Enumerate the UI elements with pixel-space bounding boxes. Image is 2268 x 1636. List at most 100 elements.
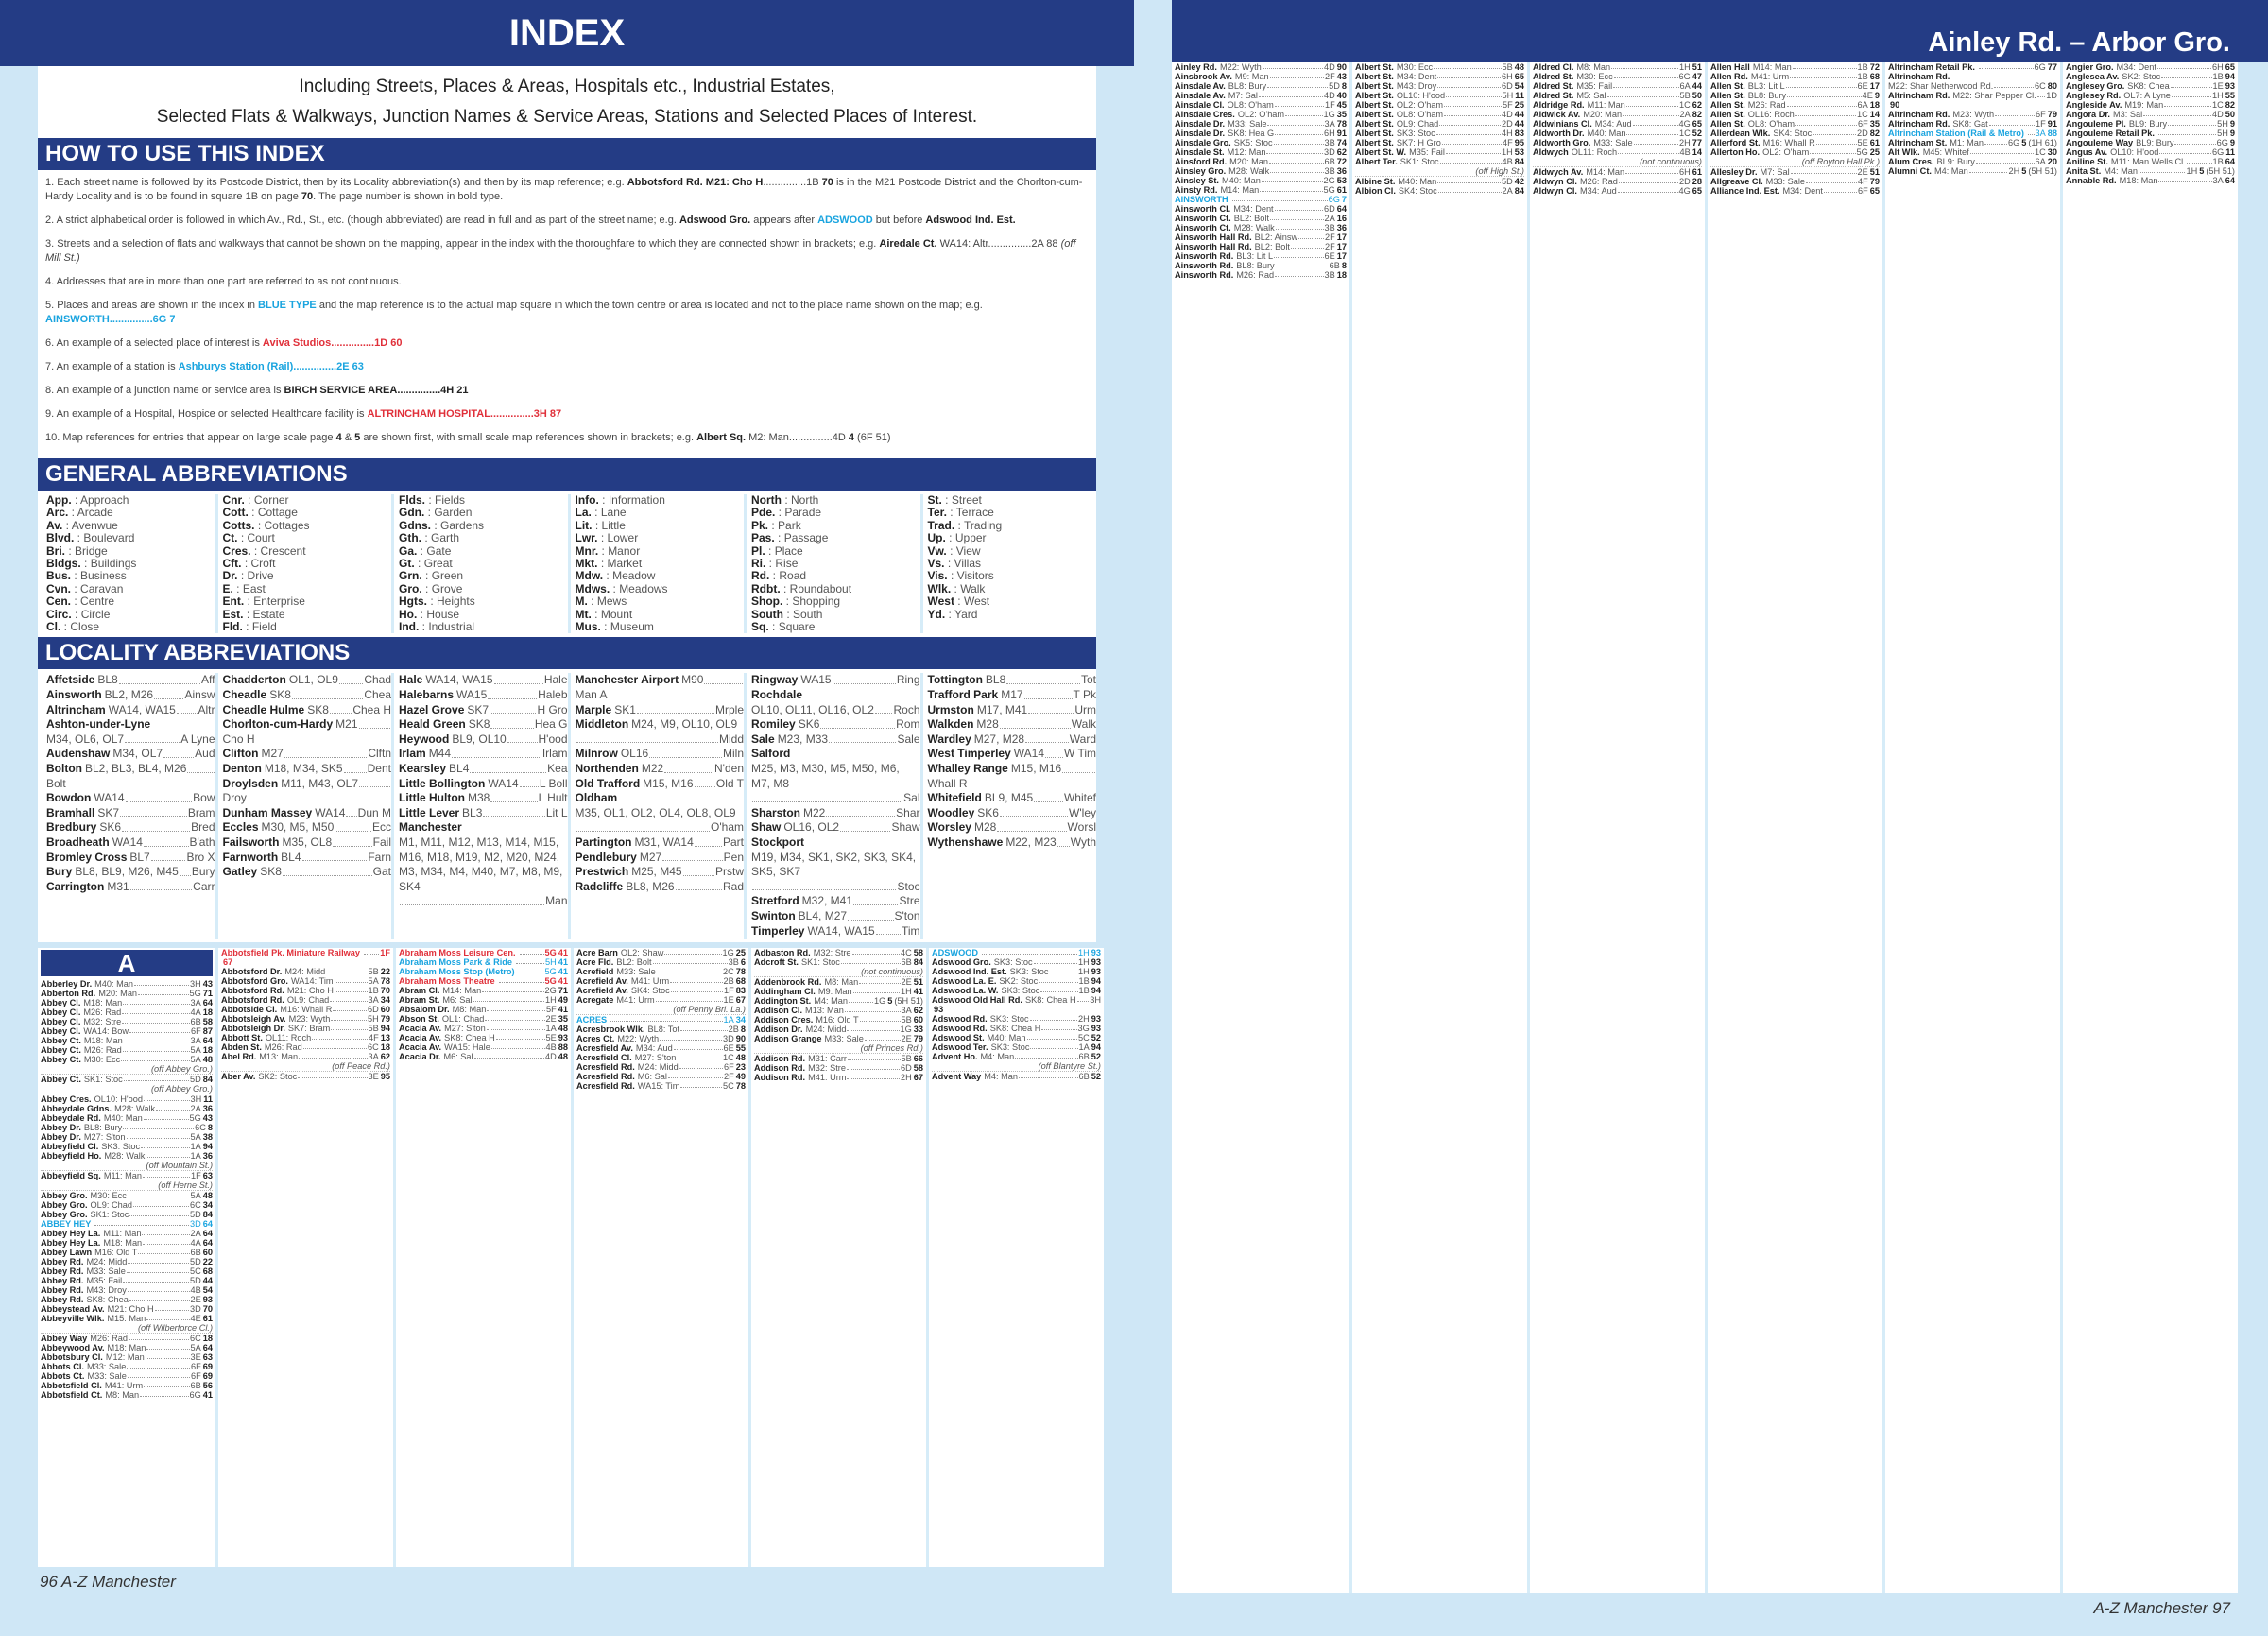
district-locality: SK1: Stoc [90, 1210, 129, 1220]
abbreviation-meaning: Manor [608, 543, 641, 558]
street-name: Allerton Ho. [1710, 147, 1761, 157]
index-note: (off Mountain St.) [41, 1161, 213, 1172]
district-locality: M26: Rad [90, 1334, 129, 1344]
page-number: 58 [202, 1017, 213, 1027]
leader-dots [1262, 62, 1324, 69]
district-locality: M16: Whall R [1762, 138, 1815, 147]
leader-dots [1260, 185, 1323, 192]
page-number: 82 [1692, 110, 1702, 119]
street-name: Altrincham Rd. [1888, 119, 1950, 129]
leader-dots [329, 703, 352, 715]
grid-square: 6G [2216, 138, 2228, 147]
abbreviation: Mt. [575, 607, 592, 621]
index-entry: Angouleme Way BL9: Bury 6G 9 [2066, 138, 2235, 147]
street-name: Abbott St. [221, 1033, 263, 1043]
street-name: Adswood La. W. [932, 986, 999, 996]
locality-entry: Ainsworth BL2, M26 Ainsw [46, 688, 215, 703]
abbreviation: Gdn. [399, 506, 425, 520]
district-locality: M5: Sal [1576, 91, 1606, 100]
page-number: 44 [202, 1276, 213, 1286]
leader-dots [343, 762, 367, 773]
leader-dots [333, 835, 372, 847]
abbreviation: Up. [927, 531, 946, 545]
index-entry: Allen Hall M14: Man 1B 72 [1710, 62, 1880, 72]
page-number: 94 [1091, 986, 1101, 996]
street-name: Abbeyville Wlk. [41, 1314, 105, 1324]
page-number: 71 [202, 989, 213, 999]
locality-postcodes: M90 [681, 673, 704, 687]
page-number: 84 [913, 957, 923, 968]
street-name: Altrincham Rd. [1888, 110, 1950, 119]
street-name: Anglesey Rd. [2066, 91, 2122, 100]
locality-name: Bromley Cross [46, 850, 128, 864]
abbreviation-entry: Ho. : House [399, 607, 460, 621]
street-name: Ainsdale Av. [1175, 81, 1226, 91]
district-locality: M24: Midd [86, 1257, 128, 1267]
locality-entry: Irlam M44 Irlam [399, 747, 568, 762]
street-name: Abbey Ct. [41, 1036, 81, 1046]
locality-abbr: Old T [715, 776, 744, 790]
locality-name: Little Lever [399, 805, 460, 819]
street-name: Angouleme Retail Pk. [2066, 129, 2155, 138]
locality-entry: Farnworth BL4 Farn [223, 851, 392, 866]
locality-postcodes: SK6 [798, 717, 820, 732]
district-locality: M16: Whall R [280, 1005, 333, 1015]
leader-dots [364, 948, 380, 956]
index-entry: Abbey Rd. M43: Droy 4B 54 [41, 1285, 213, 1295]
locality-name: Hazel Grove [399, 702, 465, 716]
district-locality: M34: Dent [1782, 186, 1823, 196]
abbreviation-entry: Est. : Estate [222, 607, 285, 621]
abbreviation-meaning: Meadows [619, 581, 668, 595]
abbreviation-meaning: Parade [784, 506, 822, 520]
abbreviation-entry: Vis. : Visitors [927, 569, 994, 583]
index-entry: Ainley Rd. M22: Wyth 4D 90 [1175, 62, 1347, 72]
page-number: 9 [1874, 91, 1880, 100]
abbreviation: App. [46, 493, 72, 507]
district-locality: SK8: Chea H [1024, 995, 1076, 1006]
page-number: 64 [202, 1343, 213, 1353]
grid-square: 2G [1323, 176, 1335, 185]
locality-entry: Little Bollington WA14 L Boll [399, 777, 568, 792]
page-number: 93 [1091, 1024, 1101, 1034]
locality-entry: Heald Green SK8 Hea G [399, 717, 568, 732]
locality-entry: Failsworth M35, OL8 Fail [223, 835, 392, 851]
index-entry: Abbey Rd. M33: Sale 5C 68 [41, 1266, 213, 1276]
locality-postcodes: OL1, OL9 [288, 673, 338, 687]
district-locality: SK3: Stoc [990, 1042, 1030, 1053]
page-number: 25 [1514, 100, 1524, 110]
index-entry: Abbey Cl. WA14: Bow 6F 87 [41, 1026, 213, 1036]
leader-dots [498, 976, 544, 984]
grid-square: 4E [1862, 91, 1873, 100]
locality-name: Ashton-under-Lyne [46, 717, 151, 732]
grid-square: 3A [2212, 176, 2224, 185]
page-number: 93 [202, 1295, 213, 1305]
grid-square: 1B [2212, 157, 2224, 166]
locality-postcodes: BL8 [985, 673, 1006, 687]
leader-dots [1611, 62, 1679, 69]
street-name: Adbaston Rd. [754, 948, 811, 958]
grid-square: 1G [722, 948, 734, 958]
index-entry: Aldwyn Cl. M34: Aud 4G 65 [1533, 186, 1702, 196]
leader-dots [146, 1314, 190, 1321]
page-number: 65 [1869, 186, 1880, 196]
index-entry: Abbeydale Rd. M40: Man 5G 43 [41, 1113, 213, 1123]
howto-text: ALTRINCHAM HOSPITAL...............3H 87 [367, 408, 562, 420]
howto-item: 2. A strict alphabetical order is follow… [45, 214, 1089, 228]
leader-dots [138, 1248, 190, 1255]
leader-dots [667, 1072, 724, 1079]
district-locality: M18: Man [83, 1036, 123, 1046]
grid-square: 5C [190, 1266, 201, 1277]
grid-square: 6H [2212, 62, 2224, 72]
leader-dots [1810, 147, 1856, 154]
locality-abbr: T Pk [1073, 688, 1096, 702]
district-locality: M33: Sale [86, 1362, 127, 1372]
locality-entry: Oldham M35, OL1, OL2, OL4, OL8, OL9 O'ham [576, 791, 745, 835]
index-entry: Abram Cl. M14: Man 2G 71 [399, 986, 568, 995]
leader-dots [482, 986, 544, 993]
street-name: Ainsdale Cres. [1175, 110, 1235, 119]
locality-abbr: Cho H [222, 732, 255, 746]
index-entry: Acresfield Rd. M6: Sal 2F 49 [576, 1072, 746, 1081]
index-entry: Acre Fld. BL2: Bolt 3B 6 [576, 957, 746, 967]
street-name: Ainsdale Dr. [1175, 119, 1226, 129]
page-number: 79 [1869, 177, 1880, 186]
